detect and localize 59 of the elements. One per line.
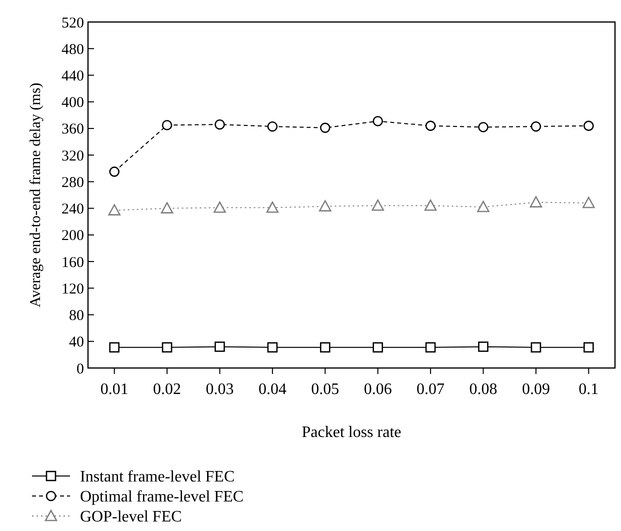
- y-tick-label: 0: [76, 361, 84, 378]
- x-tick-label: 0.04: [258, 381, 286, 398]
- point: [425, 342, 436, 353]
- point: [108, 204, 120, 216]
- y-tick-label: 200: [62, 228, 84, 244]
- point: [214, 119, 225, 130]
- x-tick-label: 0.09: [522, 381, 550, 398]
- legend-label: Instant frame-level FEC: [80, 468, 235, 486]
- point: [267, 121, 278, 132]
- point: [584, 120, 594, 131]
- point: [478, 342, 488, 352]
- point: [530, 121, 542, 132]
- x-tick-label: 0.05: [311, 381, 340, 398]
- point: [160, 202, 174, 214]
- x-tick-label: 0.07: [416, 381, 445, 398]
- y-tick-label: 320: [62, 148, 84, 164]
- point: [109, 166, 120, 177]
- legend-label: Optimal frame-level FEC: [80, 488, 244, 506]
- y-tick-label: 480: [62, 42, 84, 58]
- x-tick-label: 0.03: [206, 381, 234, 398]
- point: [530, 342, 542, 353]
- point: [582, 196, 595, 208]
- point: [266, 201, 279, 213]
- point: [162, 342, 172, 353]
- y-tick-label: 240: [62, 202, 84, 218]
- x-tick-label: 0.1: [578, 381, 599, 398]
- y-tick-label: 80: [69, 308, 84, 324]
- x-axis-title: Packet loss rate: [302, 424, 402, 441]
- point: [372, 116, 383, 126]
- point: [372, 199, 384, 211]
- point: [372, 342, 383, 353]
- x-tick-label: 0.01: [100, 381, 128, 398]
- point: [319, 200, 332, 212]
- point: [320, 342, 330, 353]
- point: [425, 120, 436, 131]
- point: [267, 342, 278, 353]
- x-tick-label: 0.08: [469, 381, 498, 398]
- x-tick-label: 0.06: [364, 381, 392, 398]
- y-tick-label: 440: [62, 68, 84, 84]
- point: [478, 122, 488, 132]
- point: [424, 199, 437, 211]
- y-tick-label: 520: [62, 15, 84, 32]
- point: [530, 196, 542, 208]
- point: [109, 342, 120, 353]
- point: [162, 120, 172, 130]
- y-tick-label: 160: [62, 254, 84, 271]
- point: [214, 342, 225, 352]
- legend-label: GOP-level FEC: [80, 508, 182, 526]
- x-tick-label: 0.02: [153, 381, 182, 398]
- point: [477, 200, 490, 212]
- y-tick-label: 360: [62, 122, 84, 138]
- y-tick-label: 40: [69, 334, 84, 351]
- point: [214, 201, 226, 213]
- y-axis-title: Average end-to-end frame delay (ms): [28, 82, 44, 308]
- y-tick-label: 120: [62, 281, 84, 298]
- point: [584, 342, 594, 353]
- y-tick-label: 280: [62, 174, 84, 191]
- point: [320, 122, 330, 133]
- y-tick-label: 400: [62, 95, 84, 112]
